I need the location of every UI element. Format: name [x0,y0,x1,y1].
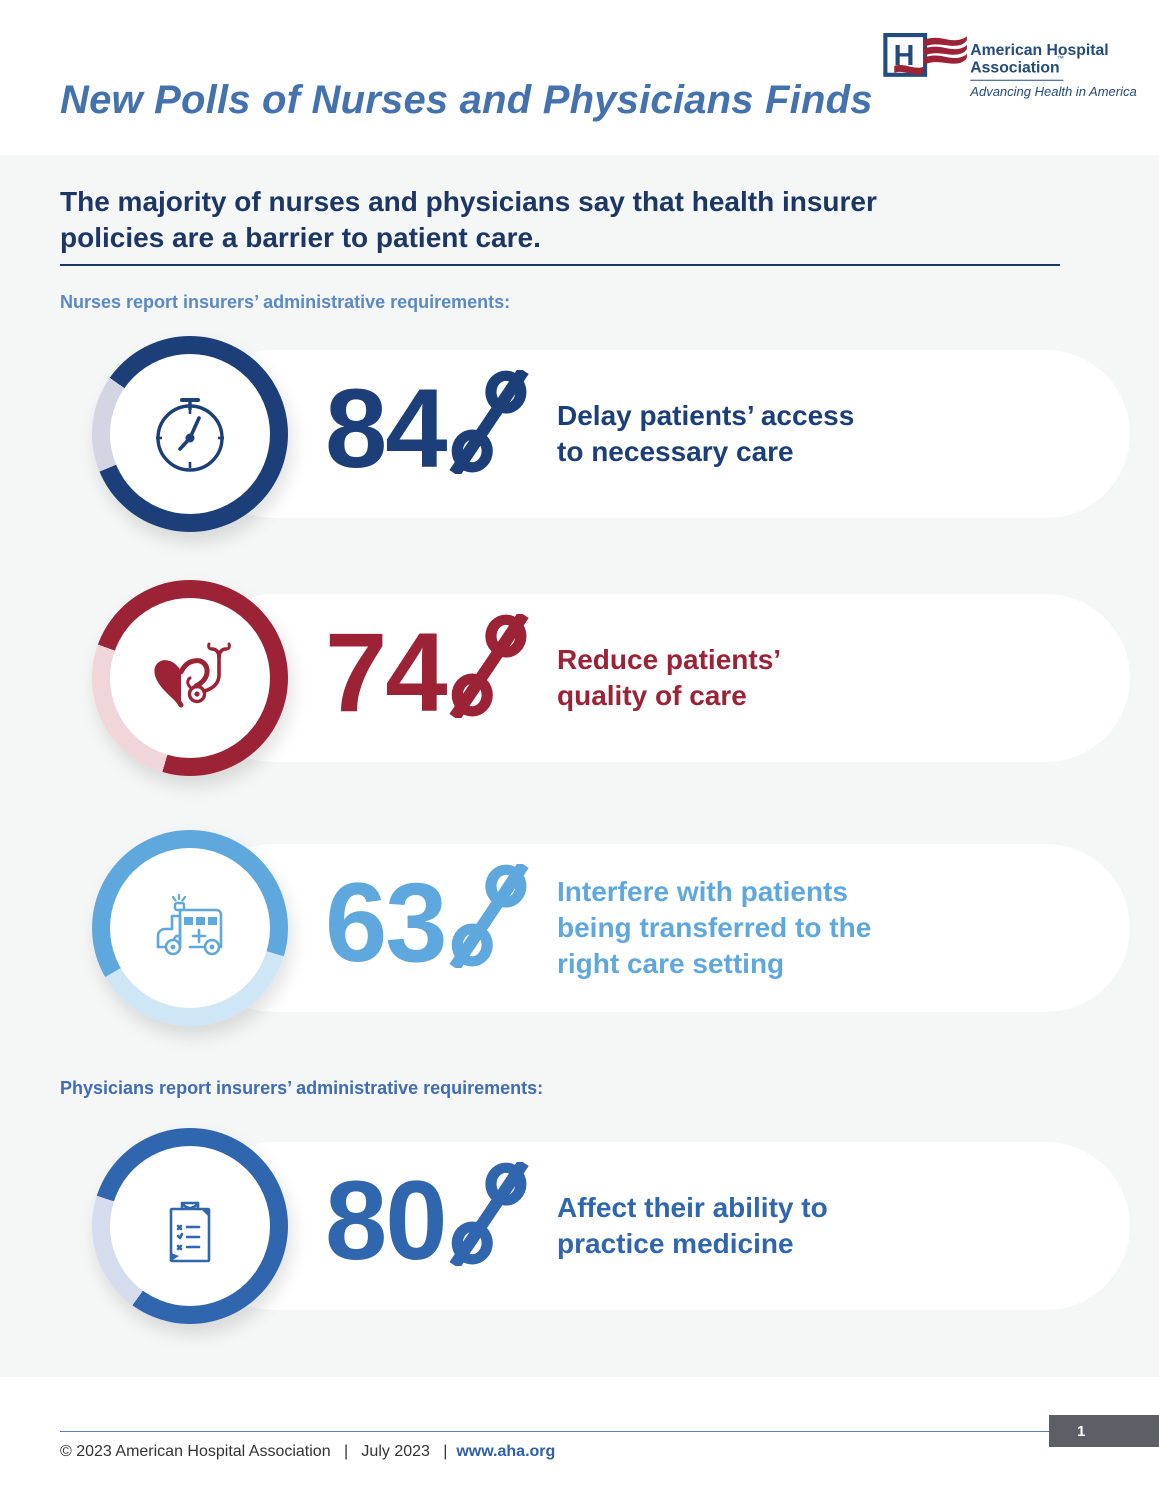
svg-text:American Hospital: American Hospital [970,42,1108,59]
svg-text:Association: Association [970,60,1059,77]
svg-text:™: ™ [1057,55,1064,62]
svg-text:Advancing Health in America: Advancing Health in America [969,84,1136,99]
